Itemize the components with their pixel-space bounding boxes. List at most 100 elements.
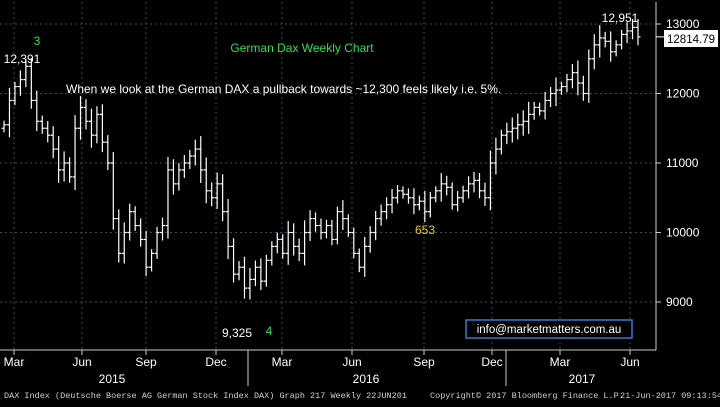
ohlc-bar [23,58,29,88]
footer-copyright: Copyright© 2017 Bloomberg Finance L.P. [430,391,624,401]
ohlc-bar [509,117,515,143]
y-tick-label-10000: 10000 [666,226,700,240]
x-tick-label-jun-1: Jun [72,355,91,369]
footer-timestamp: 21-Jun-2017 09:13:54 [620,391,720,401]
ohlc-bar [602,31,608,48]
y-axis: 13000 12000 11000 10000 9000 [655,2,700,350]
ohlc-bar [94,106,100,144]
ohlc-bar [526,101,532,134]
ohlc-bar [460,185,466,203]
x-tick-label-jun-5: Jun [342,355,361,369]
ohlc-bar [61,151,67,182]
ohlc-bar [619,29,625,50]
ohlc-bar [334,206,340,245]
ohlc-bar [351,227,357,259]
ohlc-bar [564,73,570,93]
x-tick-label-mar-4: Mar [272,355,293,369]
ohlc-bar [569,63,575,89]
ohlc-bar [345,214,351,237]
ohlc-bar [427,191,433,218]
ohlc-bar [466,176,472,199]
ohlc-bar [138,218,144,247]
year-label-2016: 2016 [353,372,380,386]
x-tick-label-mar-8: Mar [550,355,571,369]
ohlc-bar [291,223,297,256]
ohlc-bar [296,238,302,262]
ohlc-bar [575,60,581,96]
ohlc-bar [487,150,493,211]
y-tick-label-12000: 12000 [666,87,700,101]
ohlc-bar [187,150,193,169]
grid [0,2,656,350]
ohlc-bar [67,157,73,183]
ohlc-bar [116,209,122,263]
annotation-low-9325: 9,325 [222,326,252,340]
ohlc-bar [56,136,62,183]
annotation-high-12391: 12,391 [4,52,41,66]
ohlc-bar [39,115,45,134]
ohlc-bar [176,163,182,191]
year-label-2015: 2015 [99,372,126,386]
ohlc-bar [149,249,155,272]
last-price-box [664,30,718,47]
ohlc-bar [340,200,346,231]
ohlc-bar [285,220,291,265]
ohlc-bar [504,122,510,145]
ohlc-bar [608,31,614,62]
ohlc-bar [515,113,521,140]
annotation-wave-3: 3 [34,34,41,48]
annotation-high-12951: 12,951 [602,11,639,25]
ohlc-bar [225,199,231,260]
ohlc-bar [329,219,335,246]
ohlc-bar [280,234,286,259]
footer-bar [0,386,720,402]
ohlc-bar [1,120,7,133]
ohlc-bar [17,70,23,96]
ohlc-bar [493,137,499,175]
ohlc-bar [160,217,165,241]
ohlc-bar [548,86,554,108]
ohlc-bar [247,268,253,300]
ohlc-bar [411,188,417,215]
ohlc-bar [50,126,56,159]
x-axis: Mar Jun Sep Dec Mar Jun Sep Dec Mar Jun 2015 2016 20… [0,349,656,386]
annotation-wave-4: 4 [266,324,273,338]
contact-border [465,319,633,339]
x-tick-label-mar-0: Mar [4,355,25,369]
ohlc-bar [274,232,280,254]
x-tick-label-sep-2: Sep [135,355,157,369]
ohlc-bar [34,90,40,132]
ohlc-bar [263,254,269,287]
ohlc-bar [362,236,368,277]
ohlc-bar [231,238,237,283]
ohlc-bar [367,226,373,253]
ohlc-bar [127,203,133,241]
ohlc-bar [635,19,641,46]
last-price-tag: 12814.79 [664,30,718,47]
ohlc-bar [165,156,171,239]
ohlc-bar [400,186,406,199]
y-tick-label-13000: 13000 [666,17,700,31]
ohlc-bar [258,258,264,290]
ohlc-bar [531,101,537,120]
ohlc-bar [438,173,444,202]
ohlc-bar [241,256,247,299]
ohlc-bar [422,190,428,223]
ohlc-bar [389,188,395,214]
ohlc-bar [121,222,127,264]
ohlc-bar [209,182,215,207]
x-tick-label-sep-6: Sep [413,355,435,369]
ohlc-bar [78,95,84,140]
ohlc-bar [591,34,597,70]
ohlc-bar [83,99,89,130]
ohlc-bar [613,40,619,57]
ohlc-bar [597,25,603,58]
ohlc-bar [302,220,308,266]
ohlc-bar [323,219,329,239]
year-label-2017: 2017 [569,372,596,386]
ohlc-bar [203,157,209,204]
ohlc-bar [170,159,176,195]
